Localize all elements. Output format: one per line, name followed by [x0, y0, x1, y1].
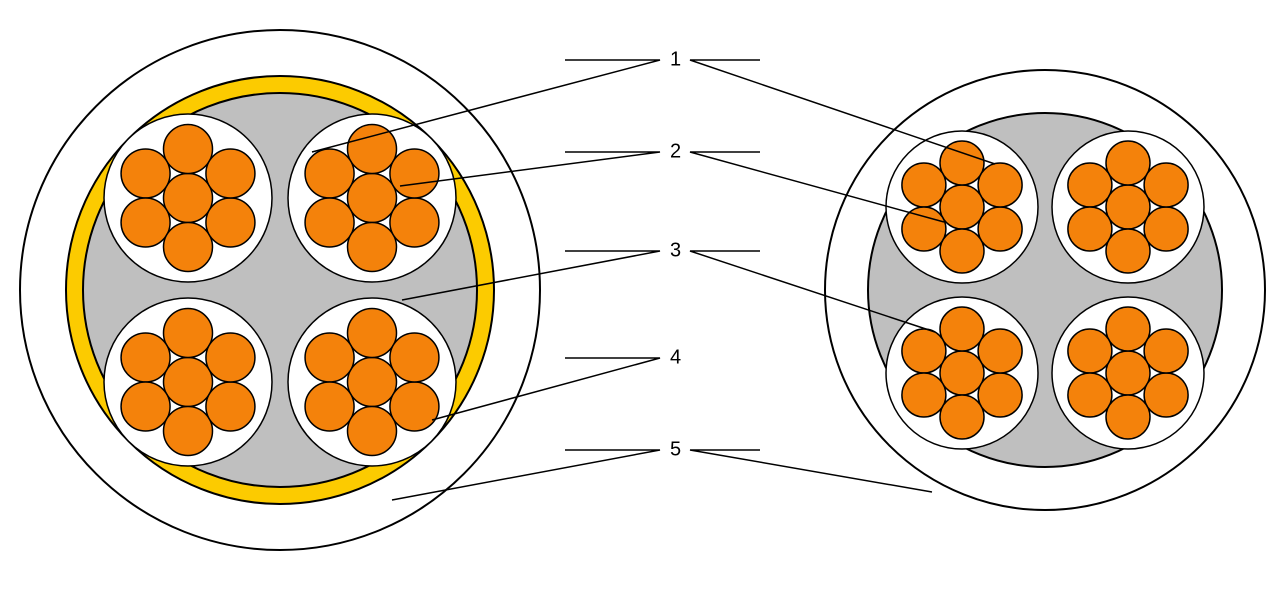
- conductor-strand: [164, 174, 213, 223]
- conductor-strand: [206, 382, 255, 431]
- cable-right: [825, 70, 1265, 510]
- conductor-strand: [1106, 141, 1150, 185]
- conductor-strand: [348, 358, 397, 407]
- conductor-strand: [121, 198, 170, 247]
- conductor-strand: [164, 358, 213, 407]
- conductor-strand: [348, 309, 397, 358]
- conductor-strand: [1068, 207, 1112, 251]
- conductor-strand: [1106, 351, 1150, 395]
- conductor-strand: [978, 373, 1022, 417]
- conductor-strand: [1068, 163, 1112, 207]
- callout-number-3: 3: [670, 240, 681, 262]
- conductor-strand: [390, 198, 439, 247]
- conductor-strand: [390, 382, 439, 431]
- conductor-strand: [1106, 395, 1150, 439]
- callout-number-5: 5: [670, 439, 681, 461]
- conductor-strand: [902, 329, 946, 373]
- conductor-strand: [1144, 373, 1188, 417]
- conductor-strand: [1106, 185, 1150, 229]
- conductor-strand: [1068, 329, 1112, 373]
- conductor-strand: [206, 333, 255, 382]
- conductor-strand: [348, 223, 397, 272]
- conductor-strand: [206, 149, 255, 198]
- conductor-strand: [940, 185, 984, 229]
- conductor-strand: [902, 163, 946, 207]
- callout-number-4: 4: [670, 347, 681, 369]
- conductor-strand: [940, 351, 984, 395]
- conductor-strand: [206, 198, 255, 247]
- conductor-strand: [1068, 373, 1112, 417]
- conductor-strand: [121, 149, 170, 198]
- conductor-strand: [305, 198, 354, 247]
- conductor-strand: [1144, 163, 1188, 207]
- conductor-strand: [164, 309, 213, 358]
- conductor-strand: [305, 333, 354, 382]
- conductor-strand: [940, 395, 984, 439]
- conductor-strand: [978, 207, 1022, 251]
- conductor-strand: [978, 329, 1022, 373]
- conductor-strand: [164, 125, 213, 174]
- conductor-strand: [164, 407, 213, 456]
- conductor-strand: [978, 163, 1022, 207]
- conductor-strand: [940, 229, 984, 273]
- conductor-strand: [164, 223, 213, 272]
- conductor-strand: [902, 207, 946, 251]
- conductor-strand: [1106, 229, 1150, 273]
- callout-number-2: 2: [670, 141, 681, 163]
- conductor-strand: [1144, 207, 1188, 251]
- conductor-strand: [902, 373, 946, 417]
- conductor-strand: [1144, 329, 1188, 373]
- conductor-strand: [348, 407, 397, 456]
- conductor-strand: [305, 149, 354, 198]
- conductor-strand: [121, 382, 170, 431]
- conductor-strand: [1106, 307, 1150, 351]
- cable-left: [20, 30, 540, 550]
- callout-number-1: 1: [670, 49, 681, 71]
- conductor-strand: [390, 149, 439, 198]
- conductor-strand: [305, 382, 354, 431]
- conductor-strand: [390, 333, 439, 382]
- conductor-strand: [121, 333, 170, 382]
- conductor-strand: [940, 307, 984, 351]
- conductor-strand: [348, 174, 397, 223]
